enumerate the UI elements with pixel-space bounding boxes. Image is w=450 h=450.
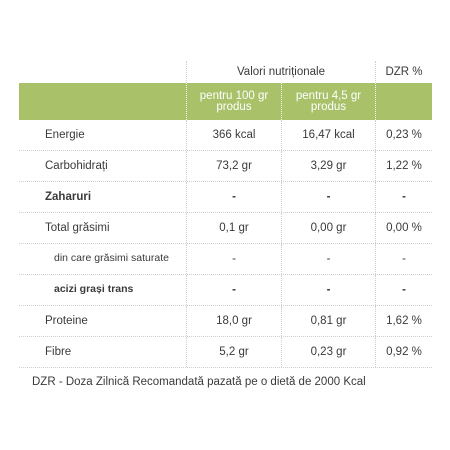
row-portion-value: - [281, 275, 375, 305]
table-row: Proteine 18,0 gr 0,81 gr 1,62 % [19, 306, 432, 337]
header-green-empty [19, 83, 186, 120]
row-portion-value: 0,00 gr [281, 213, 375, 243]
row-dzr-value: - [375, 275, 432, 305]
table-row: Carbohidrați 73,2 gr 3,29 gr 1,22 % [19, 151, 432, 182]
table-row: Total grăsimi 0,1 gr 0,00 gr 0,00 % [19, 213, 432, 244]
header-green-dzr-empty [375, 83, 432, 120]
dzr-header: DZR % [375, 61, 432, 83]
row-label: Total grăsimi [45, 221, 110, 234]
row-dzr-value: 1,62 % [375, 306, 432, 336]
row-dzr-value: 0,92 % [375, 337, 432, 367]
table-row: Zaharuri - - - [19, 182, 432, 213]
row-portion-value: - [281, 182, 375, 212]
row-label: Fibre [45, 345, 72, 358]
dzr-footnote: DZR - Doza Zilnică Recomandată pazată pe… [32, 376, 366, 388]
table-row: Fibre 5,2 gr 0,23 gr 0,92 % [19, 337, 432, 368]
row-portion-value: - [281, 244, 375, 274]
table-header-columns: pentru 100 gr produs pentru 4,5 gr produ… [19, 83, 432, 120]
row-portion-value: 0,23 gr [281, 337, 375, 367]
header-empty-cell [19, 61, 186, 83]
row-dzr-value: - [375, 182, 432, 212]
nutrition-table: Valori nutriționale DZR % pentru 100 gr … [19, 61, 432, 368]
row-label: Energie [45, 128, 85, 141]
row-per100-value: 73,2 gr [186, 151, 281, 181]
row-per100-value: - [186, 182, 281, 212]
row-label: Zaharuri [45, 190, 92, 203]
row-per100-value: 0,1 gr [186, 213, 281, 243]
table-row: din care grăsimi saturate - - - [19, 244, 432, 275]
per-100g-header: pentru 100 gr produs [186, 83, 281, 120]
row-label: Proteine [45, 314, 88, 327]
row-per100-value: - [186, 244, 281, 274]
table-header-top: Valori nutriționale DZR % [19, 61, 432, 83]
table-row: acizi grași trans - - - [19, 275, 432, 306]
row-per100-value: - [186, 275, 281, 305]
row-portion-value: 16,47 kcal [281, 120, 375, 150]
row-portion-value: 3,29 gr [281, 151, 375, 181]
row-dzr-value: - [375, 244, 432, 274]
row-label: Carbohidrați [45, 159, 108, 172]
row-label: din care grăsimi saturate [54, 252, 169, 265]
table-row: Energie 366 kcal 16,47 kcal 0,23 % [19, 120, 432, 151]
row-dzr-value: 0,23 % [375, 120, 432, 150]
per-portion-header: pentru 4,5 gr produs [281, 83, 375, 120]
row-portion-value: 0,81 gr [281, 306, 375, 336]
row-per100-value: 5,2 gr [186, 337, 281, 367]
row-dzr-value: 1,22 % [375, 151, 432, 181]
row-per100-value: 18,0 gr [186, 306, 281, 336]
row-label: acizi grași trans [54, 283, 134, 296]
row-dzr-value: 0,00 % [375, 213, 432, 243]
nutrition-values-header: Valori nutriționale [186, 61, 375, 83]
row-per100-value: 366 kcal [186, 120, 281, 150]
